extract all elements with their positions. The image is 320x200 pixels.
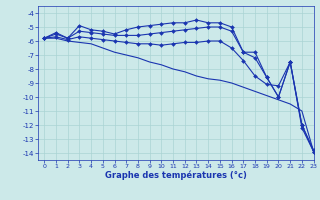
X-axis label: Graphe des températures (°c): Graphe des températures (°c)	[105, 171, 247, 180]
